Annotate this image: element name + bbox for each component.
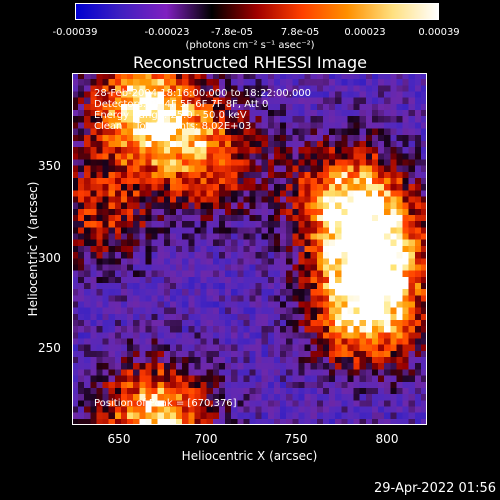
render-timestamp: 29-Apr-2022 01:56 [374,481,496,496]
colorbar-tick: 0.00039 [418,27,460,38]
colorbar-tick: 0.00023 [344,27,386,38]
y-axis-label: Heliocentric Y (arcsec) [26,181,40,317]
annotation-clean-counts: Clean Total counts: 8.02E+03 [94,121,252,132]
annotation-detectors: Detectors: 3F 4F 5F 6F 7F 8F, Att 0 [94,99,269,110]
x-tick-label: 750 [284,432,308,446]
colorbar-tick: -0.00039 [52,27,98,38]
colorbar-tick: -7.8e-05 [211,27,253,38]
annotation-time-range: 28-Feb-2004 18:16:00.000 to 18:22:00.000 [94,88,312,99]
x-tick-label: 650 [107,432,131,446]
plot-frame [72,73,427,425]
x-tick-label: 800 [375,432,399,446]
colorbar-tick: -0.00023 [144,27,190,38]
y-tick-label: 250 [38,341,61,355]
colorbar [75,3,439,20]
annotation-peak-position: Position of Peak = [670,376] [94,398,237,409]
x-tick-label: 700 [194,432,218,446]
chart-title: Reconstructed RHESSI Image [133,53,367,72]
x-axis-label: Heliocentric X (arcsec) [181,449,318,463]
colorbar-unit-label: (photons cm⁻² s⁻¹ asec⁻²) [185,40,315,51]
y-tick-label: 300 [38,251,61,265]
colorbar-tick: 7.8e-05 [280,27,320,38]
heatmap-image [72,73,427,425]
annotation-energy-range: Energy Range: 25.0 - 50.0 keV [94,110,247,121]
y-tick-label: 350 [38,159,61,173]
